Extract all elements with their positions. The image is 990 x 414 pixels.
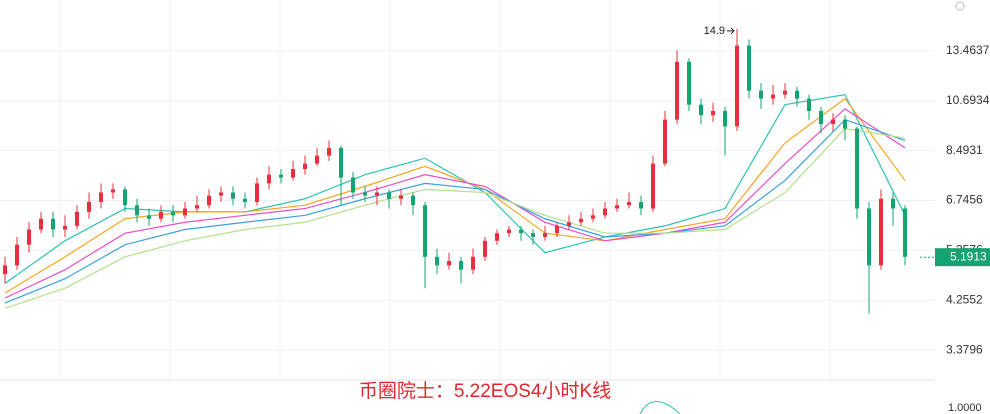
candle-body [339,147,343,178]
candle-body [543,233,547,237]
candle-body [555,225,559,234]
max-label: 14.9 [704,25,725,37]
candle-body [207,195,211,206]
candle-body [63,225,67,230]
candle-body [399,195,403,199]
candle-body [447,261,451,266]
candle-body [891,198,895,209]
candle-body [747,45,751,91]
ma-line [4,93,906,284]
candle-body [771,94,775,99]
candle-body [99,192,103,202]
candle-body [603,208,607,216]
candle-body [255,183,259,202]
candle-body [363,192,367,196]
candle-body [423,205,427,257]
ma-line [4,108,906,299]
candle-body [231,192,235,199]
candle-body [651,163,655,209]
candle-body [375,192,379,196]
candle-body [327,147,331,156]
candle-body [159,211,163,219]
candle-body [459,261,463,270]
ma-line [4,128,906,309]
candle-body [699,104,703,116]
candle-body [147,215,151,219]
y-tick-label: 8.4931 [946,143,983,157]
last-price-box [935,248,990,267]
candle-body [39,218,43,230]
candle-body [219,192,223,196]
candle-body [639,201,643,209]
candle-body [819,110,823,125]
candle-body [435,256,439,266]
candle-body [387,192,391,199]
max-arrow [727,27,735,35]
candle-body [195,205,199,209]
candle-body [27,229,31,245]
lower-panel-line [639,401,681,414]
candle-body [831,119,835,125]
candle-body [795,90,799,99]
candle-body [15,244,19,266]
ma-line [4,97,906,294]
lower-panel-tick: 1.0000 [948,402,982,414]
candle-body [903,208,907,257]
candle-body [3,265,7,275]
candle-body [243,198,247,202]
candle-body [411,195,415,206]
candle-body [495,233,499,241]
candle-body [663,119,667,164]
candle-body [483,240,487,257]
candle-body [519,229,523,234]
candle-body [75,211,79,226]
candle-body [723,110,727,127]
candle-body [123,189,127,206]
settings-icon[interactable] [955,1,965,11]
chart-title: 币圈院士：5.22EOS4小时K线 [359,380,611,402]
candle-body [579,218,583,223]
candle-body [303,163,307,170]
candle-body [735,45,739,127]
candle-body [183,208,187,216]
y-tick-label: 10.6934 [946,93,990,107]
ma-line [4,118,906,304]
candle-body [507,229,511,234]
y-tick-label: 4.2552 [946,292,983,306]
candle-body [759,90,763,99]
candle-body [591,215,595,219]
candle-body [627,201,631,206]
candle-body [279,174,283,178]
candle-body [855,128,859,209]
candle-body [867,208,871,266]
candle-body [675,61,679,120]
candle-body [351,177,355,193]
y-tick-label: 13.4637 [946,43,990,57]
candle-body [51,218,55,230]
candle-body [879,198,883,266]
candle-body [171,211,175,216]
candle-body [267,174,271,184]
candle-body [711,110,715,116]
candle-body [843,119,847,129]
candle-body [315,155,319,164]
candle-body [615,205,619,209]
candle-body [87,201,91,212]
candle-body [807,98,811,111]
y-tick-label: 3.3796 [946,342,983,356]
candle-body [687,61,691,105]
last-price-label: 5.1913 [950,249,987,263]
candle-body [291,169,295,178]
candle-body [135,205,139,216]
candle-body [111,189,115,193]
candle-body [783,90,787,95]
candle-body [567,222,571,226]
y-tick-label: 6.7456 [946,193,983,207]
candle-body [531,233,535,237]
candle-body [471,256,475,270]
